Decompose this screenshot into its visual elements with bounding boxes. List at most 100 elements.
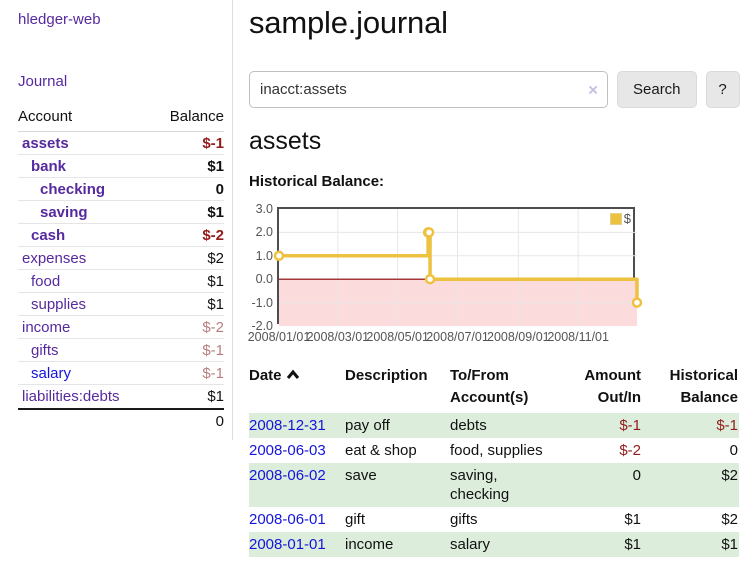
y-tick-label: 3.0 [255,202,273,216]
account-row: checking 0 [18,178,224,201]
y-tick-label: 0.0 [255,272,273,287]
historical-balance-chart: 3.0 2.0 1.0 0.0 -1.0 -2.0 $ 2008/01/01 2008/03… [248,202,740,350]
app-title-link[interactable]: hledger-web [18,11,101,28]
transaction-date-link[interactable]: 2008-12-31 [249,417,326,434]
amount-cell: $1 [560,532,642,557]
transaction-date-link[interactable]: 2008-06-02 [249,467,326,484]
x-tick-label: 2008/05/01 [366,330,429,344]
sidebar-item-journal[interactable]: Journal [18,73,68,90]
chart-y-axis-labels: 3.0 2.0 1.0 0.0 -1.0 -2.0 [249,202,273,333]
account-link-salary[interactable]: salary [31,364,72,382]
account-link-supplies[interactable]: supplies [31,295,87,313]
account-link-assets[interactable]: assets [22,134,69,152]
account-balance: $1 [207,272,224,290]
clear-search-icon[interactable]: × [588,80,598,99]
account-link-bank[interactable]: bank [31,157,67,175]
x-tick-label: 2008/07/01 [426,330,489,344]
accounts-table: Account Balance assets $-1 bank $1 checking 0… [18,106,224,432]
amount-column-header: Amount Out/In [584,367,641,406]
accounts-cell: gifts [450,511,478,528]
accounts-table-header: Account Balance [18,106,224,132]
transaction-date-link[interactable]: 2008-06-01 [249,511,326,528]
account-row: cash $-2 [18,224,224,247]
account-balance: $-1 [202,341,224,359]
account-balance: $1 [207,388,224,405]
help-button[interactable]: ? [705,71,740,108]
account-column-header: Account [18,108,73,125]
account-link-food[interactable]: food [31,272,61,290]
amount-cell: $-1 [560,413,642,438]
date-cell: 2008-06-01 [249,507,345,532]
accounts-total-row: 0 [18,408,224,432]
account-row: supplies $1 [18,293,224,316]
search-button[interactable]: Search [617,71,697,108]
date-cell: 2008-01-01 [249,532,345,557]
sort-ascending-icon [286,369,299,379]
date-cell: 2008-06-03 [249,438,345,463]
x-tick-label: 2008/01/01 [247,330,311,344]
legend-swatch-icon [609,212,622,225]
main-content: sample.journal × Search ? assets Histori… [233,0,742,557]
x-tick-label: 2008/09/01 [487,330,550,344]
register-row: 2008-01-01 income salary $1 $1 [249,532,739,557]
amount-cell: 0 [560,463,642,507]
accounts-list: assets $-1 bank $1 checking 0 saving $1 cash $-2 e… [18,132,224,408]
account-link-cash[interactable]: cash [31,226,66,244]
date-cell: 2008-06-02 [249,463,345,507]
description-column-header: Description [345,367,428,384]
account-balance: $-2 [202,318,224,336]
account-balance: $2 [207,249,224,267]
account-row: assets $-1 [18,132,224,155]
balance-column-header: Balance [169,108,224,125]
account-row: saving $1 [18,201,224,224]
date-column-header[interactable]: Date [249,359,345,413]
transaction-date-link[interactable]: 2008-06-03 [249,442,326,459]
account-heading: assets [249,127,322,155]
y-tick-label: 2.0 [255,225,273,240]
account-row: income $-2 [18,316,224,339]
balance-cell: $-1 [642,413,739,438]
description-cell: income [345,532,450,557]
chart-x-axis-labels: 2008/01/01 2008/03/01 2008/05/01 2008/07/01… [248,330,637,348]
account-balance: $1 [207,295,224,313]
y-tick-label: 1.0 [255,248,273,263]
account-link-gifts[interactable]: gifts [31,341,59,359]
account-row: gifts $-1 [18,339,224,362]
account-row: food $1 [18,270,224,293]
y-tick-label: -2.0 [251,319,273,333]
account-row: bank $1 [18,155,224,178]
legend-series-label: $ [623,211,631,226]
register-row: 2008-06-03 eat & shop food, supplies $-2 0 [249,438,739,463]
balance-cell: $2 [642,463,739,507]
register-row: 2008-06-01 gift gifts $1 $2 [249,507,739,532]
account-balance: $-2 [202,226,224,244]
account-balance: $-1 [202,364,224,382]
chart-section-label: Historical Balance: [249,173,385,190]
chart-plot-area[interactable]: $ [273,207,643,326]
account-link-checking[interactable]: checking [40,180,106,198]
account-link-liabilities-debts[interactable]: liabilities:debts [22,388,120,405]
description-cell: pay off [345,413,450,438]
balance-cell: $1 [642,532,739,557]
x-tick-label: 2008/11/01 [547,330,609,344]
account-link-saving[interactable]: saving [40,203,88,221]
register-table: Date Description To/From Account(s) Amou… [249,359,739,557]
accounts-cell: saving, checking [450,463,560,507]
account-link-expenses[interactable]: expenses [22,249,87,267]
balance-cell: $2 [721,511,738,528]
search-form: × Search ? [249,71,740,108]
account-link-income[interactable]: income [22,318,71,336]
chart-legend: $ [609,211,631,226]
accounts-total-value: 0 [215,412,224,430]
description-cell: gift [345,511,366,528]
accounts-cell: debts [450,413,560,438]
chart-canvas [273,209,643,326]
accounts-cell: food, supplies [450,442,543,459]
sidebar: hledger-web Journal Account Balance asse… [0,0,233,440]
x-tick-label: 2008/03/01 [306,330,370,344]
search-input[interactable] [249,71,608,108]
amount-cell: $1 [624,511,641,528]
transaction-date-link[interactable]: 2008-01-01 [249,536,326,553]
account-balance: $1 [207,157,224,175]
balance-cell: 0 [729,442,738,459]
